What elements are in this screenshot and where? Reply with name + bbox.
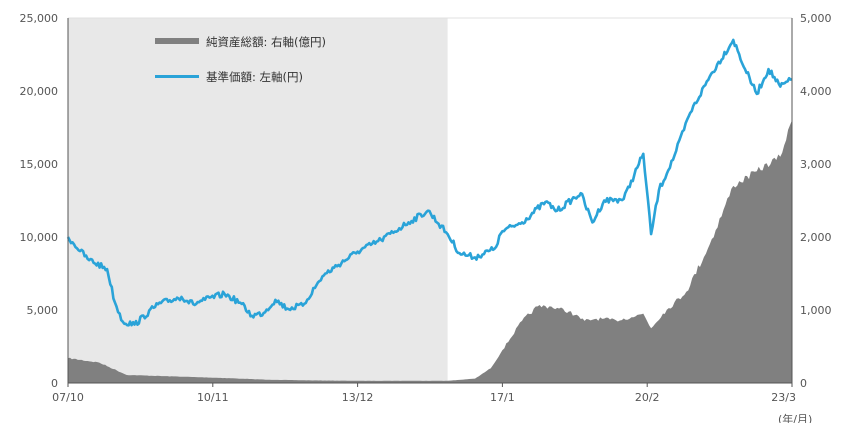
y-left-tick-label: 25,000 — [20, 12, 59, 25]
y-left-tick-label: 10,000 — [20, 231, 59, 244]
x-tick-label: 23/3 — [771, 391, 796, 404]
y-right-tick-label: 3,000 — [800, 158, 832, 171]
x-tick-label: 20/2 — [635, 391, 660, 404]
y-left-tick-label: 20,000 — [20, 85, 59, 98]
y-right-tick-label: 0 — [800, 377, 807, 390]
y-left-tick-label: 0 — [51, 377, 58, 390]
x-tick-label: 07/10 — [52, 391, 84, 404]
legend-swatch-nav — [155, 75, 199, 78]
legend-swatch-net-assets — [155, 38, 199, 44]
legend-label-nav: 基準価額: 左軸(円) — [206, 70, 303, 84]
legend-label-net-assets: 純資産総額: 右軸(億円) — [206, 35, 326, 49]
legend: 純資産総額: 右軸(億円) 基準価額: 左軸(円) — [155, 35, 326, 84]
axes: 0 5,000 10,000 15,000 20,000 25,000 0 1,000 2,00… — [20, 12, 832, 404]
x-tick-label: 10/11 — [197, 391, 229, 404]
nav-line-layer — [66, 38, 793, 327]
x-tick-label: 17/1 — [490, 391, 515, 404]
y-left-tick-label: 5,000 — [27, 304, 59, 317]
nav-line — [66, 38, 793, 327]
net-assets-area-layer — [68, 120, 792, 383]
x-axis-unit-label: (年/月) — [778, 412, 812, 423]
x-tick-label: 13/12 — [342, 391, 374, 404]
y-right-tick-label: 2,000 — [800, 231, 832, 244]
y-right-tick-label: 5,000 — [800, 12, 832, 25]
y-right-tick-label: 1,000 — [800, 304, 832, 317]
net-assets-area — [68, 120, 792, 383]
y-right-tick-label: 4,000 — [800, 85, 832, 98]
y-left-tick-label: 15,000 — [20, 158, 59, 171]
